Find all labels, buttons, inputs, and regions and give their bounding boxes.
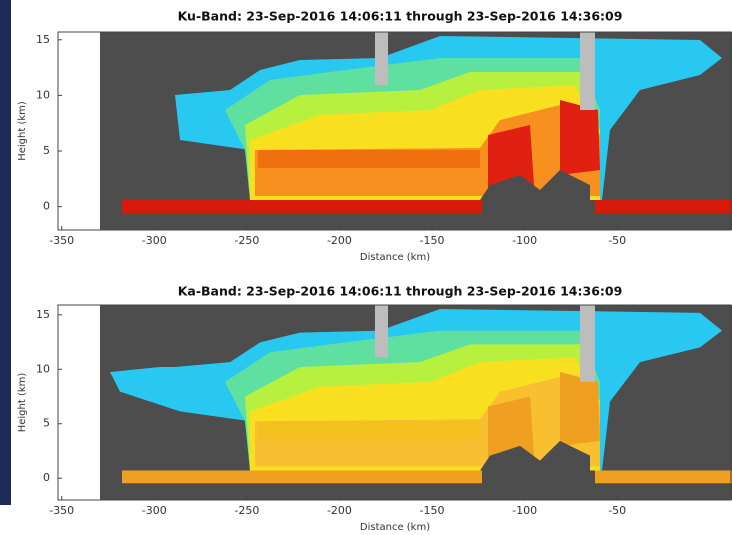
- x-tick-label: -100: [512, 504, 537, 517]
- surface-echo: [122, 200, 482, 213]
- surface-echo: [595, 470, 732, 484]
- radar-field: [560, 100, 600, 175]
- y-tick-label: 15: [36, 308, 50, 321]
- radar-field: [480, 440, 590, 476]
- axes-box: [57, 304, 732, 501]
- y-tick-label: 5: [43, 144, 50, 157]
- radar-field: [480, 170, 590, 205]
- y-tick-label: 5: [43, 417, 50, 430]
- y-tick-label: 10: [36, 88, 50, 101]
- y-tick-label: 15: [36, 33, 50, 46]
- x-axis-label: Distance (km): [360, 522, 430, 533]
- blocked-beam: [580, 305, 595, 382]
- x-tick-label: -200: [327, 504, 352, 517]
- y-tick-label: 0: [43, 471, 50, 484]
- surface-echo: [595, 200, 732, 213]
- x-tick-label: -50: [608, 234, 626, 247]
- x-tick-label: -300: [142, 234, 167, 247]
- x-tick-label: -250: [234, 234, 259, 247]
- side-strip: [0, 0, 11, 505]
- blocked-beam: [375, 32, 388, 85]
- chart-title: Ku-Band: 23-Sep-2016 14:06:11 through 23…: [178, 9, 623, 24]
- x-tick-label: -250: [234, 504, 259, 517]
- x-tick-label: -350: [49, 234, 74, 247]
- y-tick-label: 0: [43, 200, 50, 213]
- x-tick-label: -100: [512, 234, 537, 247]
- x-tick-label: -200: [327, 234, 352, 247]
- blocked-beam: [375, 305, 388, 358]
- chart-title: Ka-Band: 23-Sep-2016 14:06:11 through 23…: [178, 284, 623, 299]
- x-tick-label: -150: [420, 504, 445, 517]
- x-tick-label: -300: [142, 504, 167, 517]
- x-tick-label: -350: [49, 504, 74, 517]
- y-axis-label: Height (km): [17, 101, 28, 161]
- blocked-beam: [580, 32, 595, 110]
- radar-field: [560, 371, 600, 446]
- x-tick-label: -50: [608, 504, 626, 517]
- axes-box: [57, 31, 732, 231]
- surface-echo: [122, 470, 482, 484]
- x-tick-label: -150: [420, 234, 445, 247]
- y-tick-label: 10: [36, 362, 50, 375]
- x-axis-label: Distance (km): [360, 252, 430, 263]
- radar-field: [258, 150, 480, 168]
- y-axis-label: Height (km): [17, 373, 28, 433]
- radar-field: [258, 421, 480, 439]
